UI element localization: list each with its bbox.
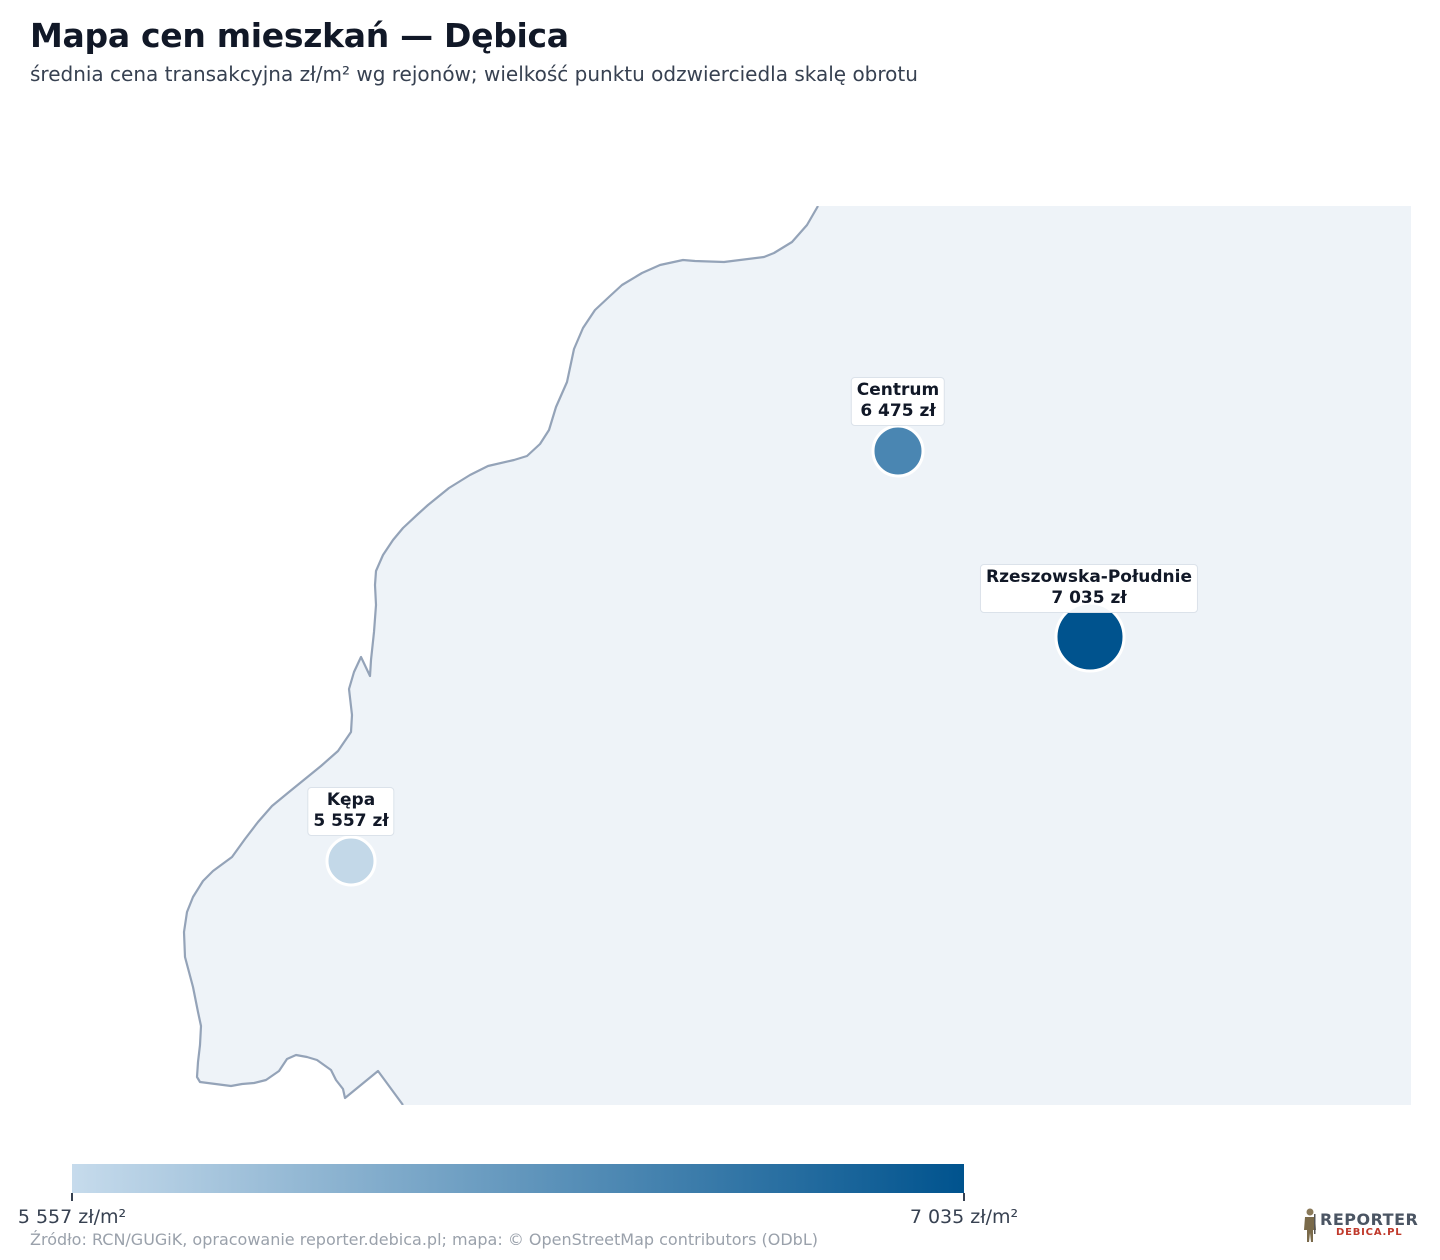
page-title: Mapa cen mieszkań — Dębica xyxy=(30,16,569,55)
marker-centrum[interactable] xyxy=(871,424,925,478)
district-border xyxy=(182,206,819,1105)
marker-kepa[interactable] xyxy=(325,835,377,887)
legend-tick-max xyxy=(963,1193,965,1201)
marker-label-centrum: Centrum 6 475 zł xyxy=(850,377,946,426)
page-subtitle: średnia cena transakcyjna zł/m² wg rejon… xyxy=(30,62,918,86)
marker-price: 5 557 zł xyxy=(313,811,389,831)
legend-max-label: 7 035 zł/m² xyxy=(909,1206,1019,1228)
marker-name: Rzeszowska-Południe xyxy=(985,567,1193,587)
marker-name: Kępa xyxy=(326,790,376,810)
legend-min-label: 5 557 zł/m² xyxy=(17,1206,127,1228)
marker-price: 7 035 zł xyxy=(1051,588,1127,608)
marker-label-rzeszowska-poludnie: Rzeszowska-Południe 7 035 zł xyxy=(979,564,1199,613)
marker-label-kepa: Kępa 5 557 zł xyxy=(307,787,395,836)
legend-tick-min xyxy=(71,1193,73,1201)
reporter-logo[interactable]: REPORTER DEBICA.PL xyxy=(1300,1206,1418,1246)
legend-colorbar xyxy=(72,1164,964,1193)
soldier-icon xyxy=(1304,1208,1316,1242)
marker-price: 6 475 zł xyxy=(860,401,936,421)
source-note: Źródło: RCN/GUGiK, opracowanie reporter.… xyxy=(30,1230,818,1249)
logo-main-text: REPORTER xyxy=(1320,1210,1419,1229)
marker-name: Centrum xyxy=(856,380,940,400)
district-area xyxy=(184,206,1411,1105)
logo-sub-text: DEBICA.PL xyxy=(1336,1227,1403,1238)
marker-rzeszowska-poludnie[interactable] xyxy=(1054,601,1126,673)
